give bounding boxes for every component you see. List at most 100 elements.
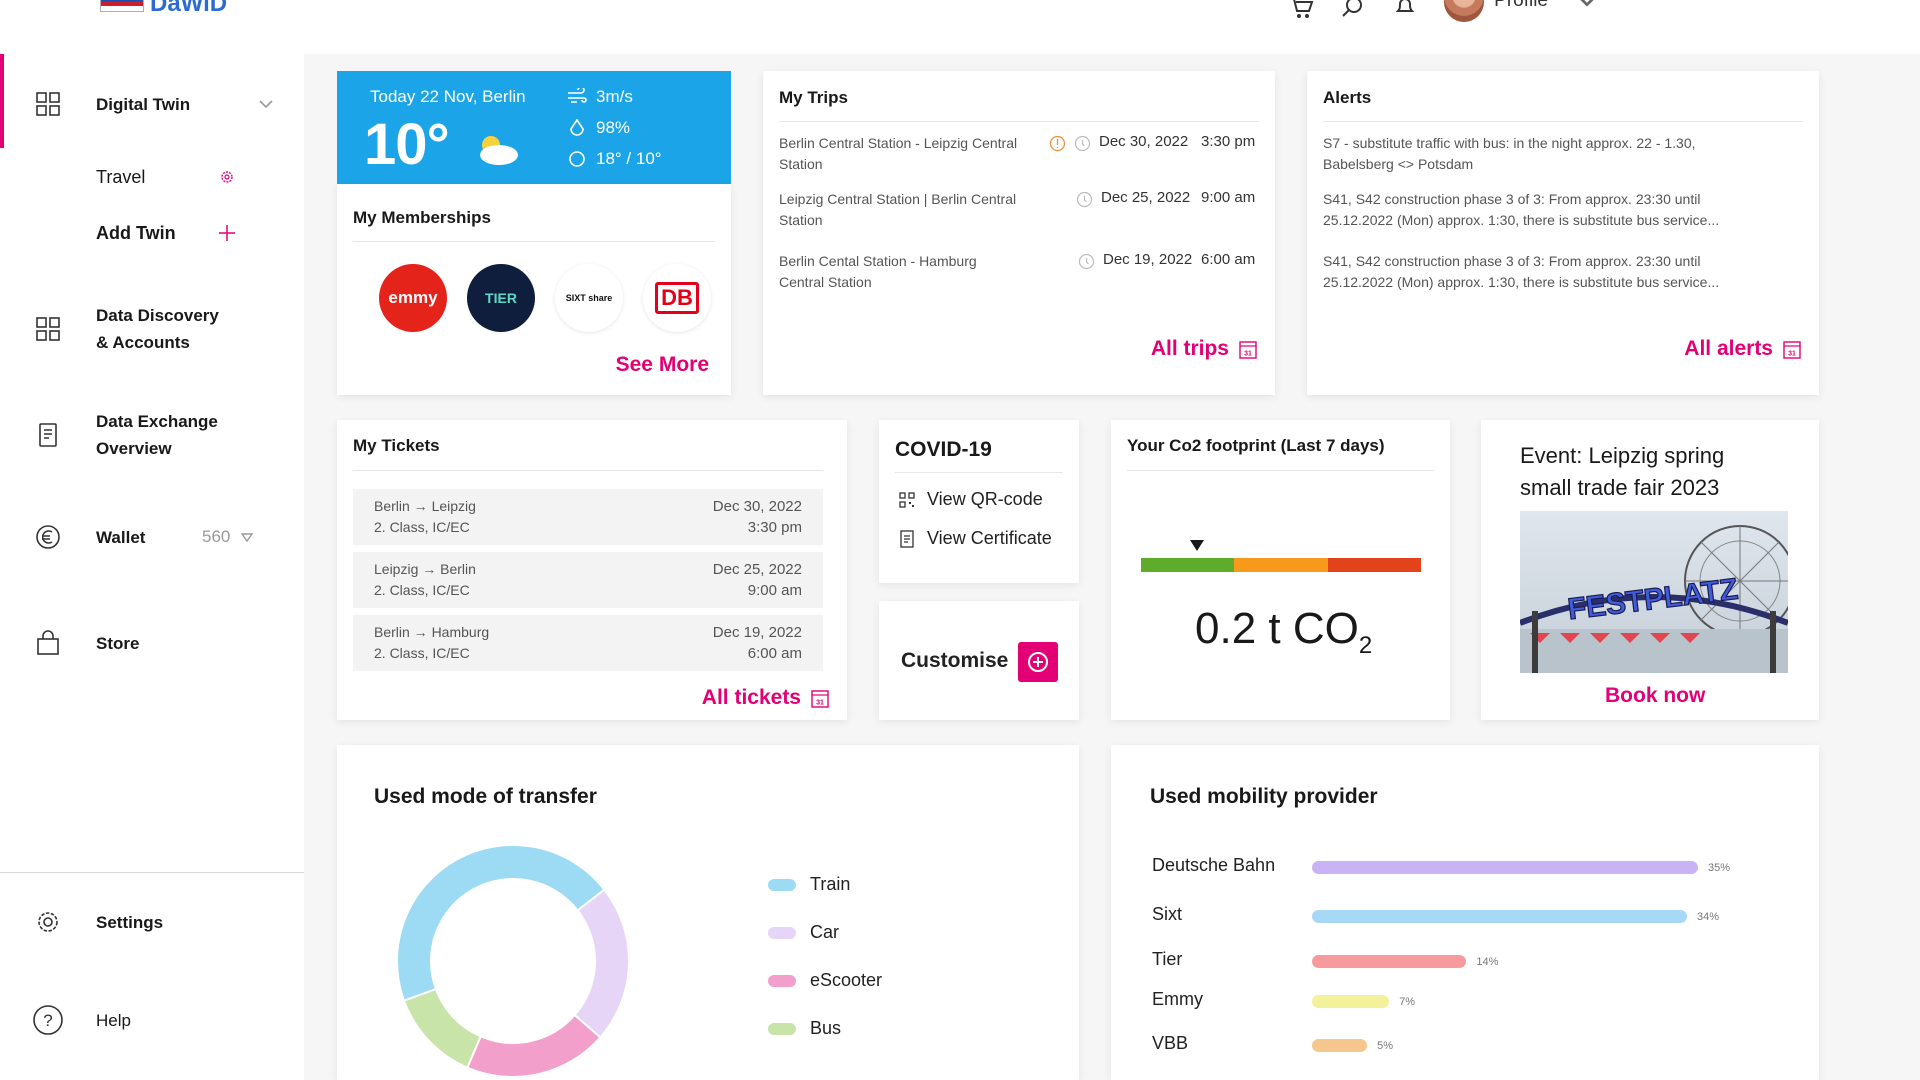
label-line-2: Overview [96,439,172,458]
calendar-day: 31 [1244,351,1252,358]
sidebar-item-label: Help [96,1010,131,1030]
customise-button[interactable] [1018,642,1058,682]
covid-card: COVID-19 View QR-code View Certificate [879,420,1079,583]
chevron-down-icon[interactable] [1574,0,1600,12]
ticket-time: 3:30 pm [747,519,802,536]
humidity-value: 98% [596,118,631,137]
trip-date: Dec 19, 2022 [1103,251,1193,268]
sidebar-item-help[interactable]: ? Help [0,1002,304,1038]
legend-item: Bus [768,1018,841,1039]
sidebar-item-label: Travel [96,166,146,187]
grid-icon [36,317,60,341]
ticket-info: Leipzig → Berlin 2. Class, IC/EC [374,559,476,601]
weather-card: Today 22 Nov, Berlin 10° 3m/s 98% 18° / … [337,71,731,184]
sidebar-item-add-twin[interactable]: Add Twin [0,220,304,246]
alert-item[interactable]: S41, S42 construction phase 3 of 3: From… [1323,189,1803,231]
gear-icon[interactable] [219,169,235,185]
all-tickets-label: All tickets [701,686,801,709]
trip-time: 6:00 am [1201,251,1256,268]
tier-logo[interactable]: TIER [467,264,535,332]
sidebar-item-label: Wallet [96,527,146,547]
card-title: COVID-19 [895,438,992,461]
divider [1323,121,1803,122]
sidebar-item-data-discovery[interactable]: Data Discovery & Accounts [0,302,304,356]
event-image[interactable]: FESTPLATZ [1520,511,1788,673]
calendar-icon: 31 [1783,341,1801,359]
ticket-row[interactable]: Leipzig → Berlin 2. Class, IC/EC Dec 25, … [353,552,823,608]
co2-level-marker [1190,540,1204,551]
top-actions: Profile [1288,0,1600,22]
sidebar-item-digital-twin[interactable]: Digital Twin [0,87,304,121]
ticket-datetime: Dec 25, 2022 9:00 am [713,559,802,601]
all-trips-link[interactable]: All trips 31 [1151,337,1257,361]
sidebar-item-travel[interactable]: Travel [0,164,304,190]
alert-line-2: Babelsberg <> Potsdam [1323,156,1474,172]
all-tickets-link[interactable]: All tickets 31 [702,686,829,710]
db-logo[interactable]: DB [643,264,711,332]
ticket-route: Leipzig → Berlin [374,561,476,577]
ticket-row[interactable]: Berlin → Hamburg 2. Class, IC/EC Dec 19, … [353,615,823,671]
provider-label: Deutsche Bahn [1152,855,1276,875]
sidebar-item-data-exchange[interactable]: Data Exchange Overview [0,408,304,462]
profile-label[interactable]: Profile [1494,0,1548,11]
all-alerts-link[interactable]: All alerts 31 [1684,337,1801,361]
active-indicator [0,54,4,148]
calendar-day: 31 [1788,351,1796,358]
gear-icon [38,912,58,932]
alert-item[interactable]: S7 - substitute traffic with bus: in the… [1323,133,1803,175]
sidebar-item-wallet[interactable]: Wallet 560 [0,520,304,554]
label-line-1: Data Exchange [96,412,218,431]
festplatz-sign: FESTPLATZ [1566,573,1740,627]
partly-cloudy-icon [480,136,518,165]
search-icon[interactable] [1340,0,1366,19]
book-now-button[interactable]: Book now [1605,684,1706,707]
sidebar-item-settings[interactable]: Settings [0,905,304,939]
ticket-date: Dec 25, 2022 [712,561,802,578]
route-line-2: Central Station [779,274,872,290]
event-title: Event: Leipzig spring small trade fair 20… [1520,440,1800,504]
alerts-card: Alerts S7 - substitute traffic with bus:… [1307,71,1819,395]
customise-card[interactable]: Customise [879,601,1079,720]
sidebar-item-store[interactable]: Store [0,626,304,660]
ticket-time: 6:00 am [747,645,802,662]
legend-label: Bus [810,1018,842,1038]
provider-percent: 34% [1696,911,1719,923]
app-logo[interactable]: DaWiD [100,0,230,16]
ticket-route: Berlin → Leipzig [374,498,476,514]
route-line-1: Leipzig Central Station | Berlin Central [779,191,1017,207]
avatar[interactable] [1444,0,1485,22]
plus-icon[interactable] [218,224,236,242]
alert-item[interactable]: S41, S42 construction phase 3 of 3: From… [1323,251,1803,293]
card-title: My Memberships [353,208,491,227]
weather-date: Today 22 Nov, Berlin [370,87,526,106]
cart-icon[interactable] [1288,0,1314,19]
view-qr-code-link[interactable]: View QR-code [899,489,1043,510]
provider-percent: 5% [1377,1040,1394,1052]
memberships-card: My Memberships emmy TIER SIXT share DB S… [337,184,731,395]
co2-subscript: 2 [1358,631,1373,659]
view-certificate-link[interactable]: View Certificate [899,528,1052,549]
bell-icon[interactable] [1392,0,1418,19]
alert-line-1: S41, S42 construction phase 3 of 3: From… [1323,191,1701,207]
weather-range: 18° / 10° [567,149,662,169]
ticket-row[interactable]: Berlin → Leipzig 2. Class, IC/EC Dec 30, … [353,489,823,545]
route-line-2: Station [779,212,823,228]
emmy-logo[interactable]: emmy [379,264,447,332]
trip-route: Berlin Central Station - Leipzig Central… [779,133,1051,175]
trip-time: 9:00 am [1201,189,1256,206]
calendar-icon: 31 [1239,341,1257,359]
legend-swatch [768,1022,796,1035]
co2-card: Your Co2 footprint (Last 7 days) 0.2 t C… [1111,420,1450,720]
sixt-share-logo[interactable]: SIXT share [555,264,623,332]
trip-date: Dec 30, 2022 [1099,133,1189,150]
donut-slice-escooter [465,1013,602,1078]
ticket-info: Berlin → Hamburg 2. Class, IC/EC [374,622,489,664]
donut-slice-car [573,888,630,1039]
chevron-down-icon[interactable] [258,96,274,112]
sidebar-item-label: Digital Twin [96,94,191,114]
weather-humidity: 98% [567,118,630,138]
trips-card: My Trips Berlin Central Station - Leipzi… [763,71,1275,395]
see-more-link[interactable]: See More [615,353,709,376]
document-icon [39,423,57,447]
ticket-date: Dec 30, 2022 [712,498,802,515]
